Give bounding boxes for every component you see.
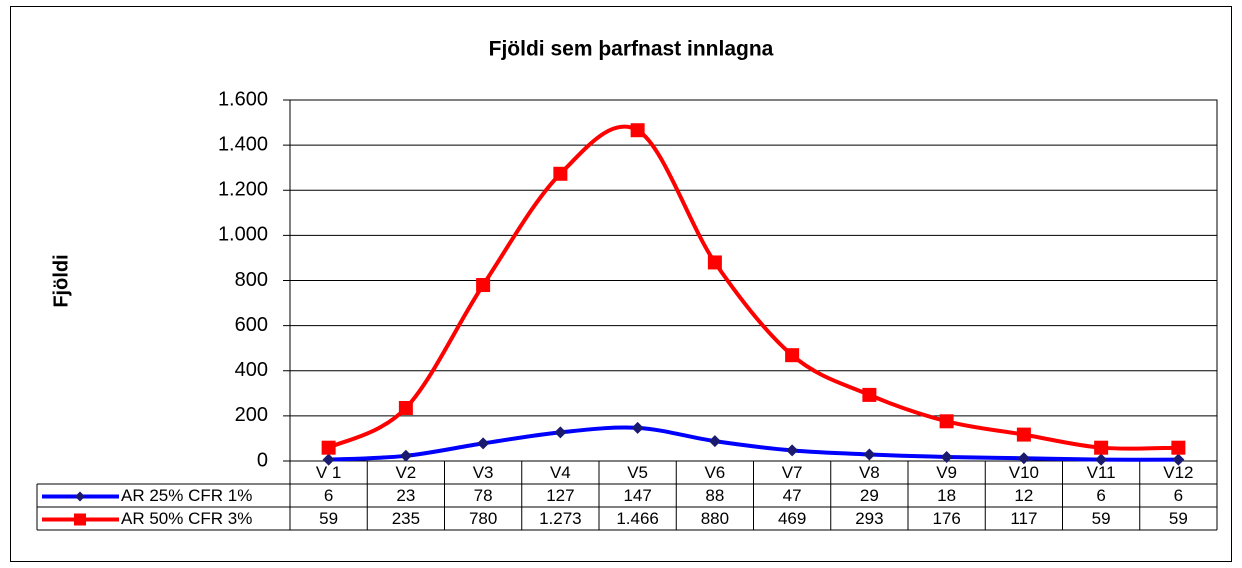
data-label: 88 <box>705 486 724 505</box>
data-label: 18 <box>937 486 956 505</box>
data-label: 47 <box>783 486 802 505</box>
data-point <box>1171 440 1186 455</box>
x-tick-label: V7 <box>782 463 803 482</box>
x-tick-label: V12 <box>1163 463 1193 482</box>
data-label: 117 <box>1010 509 1037 528</box>
y-tick-label: 400 <box>235 359 268 381</box>
data-label: 6 <box>1174 486 1183 505</box>
chart-border <box>10 6 1232 562</box>
y-tick-label: 600 <box>235 314 268 336</box>
data-point <box>1017 452 1030 465</box>
data-point <box>1016 427 1031 442</box>
data-label: 880 <box>701 509 729 528</box>
data-label: 293 <box>855 509 883 528</box>
data-point <box>939 414 954 429</box>
data-label: 147 <box>623 486 651 505</box>
data-point <box>553 166 568 181</box>
data-label: 780 <box>469 509 497 528</box>
data-point <box>1172 453 1185 466</box>
data-point <box>707 255 722 270</box>
x-tick-label: V4 <box>550 463 571 482</box>
data-point <box>554 426 567 439</box>
data-label: 12 <box>1014 486 1033 505</box>
data-point <box>786 444 799 457</box>
data-label: 127 <box>546 486 574 505</box>
data-point <box>477 437 490 450</box>
series-line <box>328 425 1179 462</box>
data-point <box>785 348 800 363</box>
data-label: 59 <box>1169 509 1188 528</box>
y-tick-label: 1.200 <box>218 179 268 201</box>
data-point <box>322 453 335 466</box>
y-axis-label: Fjöldi <box>50 254 72 307</box>
legend-marker <box>75 491 85 502</box>
data-point <box>476 278 491 293</box>
data-point <box>399 449 412 462</box>
y-tick-label: 1.000 <box>218 224 268 246</box>
data-label: 1.273 <box>539 509 582 528</box>
x-tick-label: V8 <box>859 463 880 482</box>
data-point <box>940 450 953 463</box>
data-point <box>630 123 645 138</box>
data-label: 176 <box>932 509 960 528</box>
data-point <box>321 440 336 455</box>
data-point <box>398 400 413 415</box>
data-label: 59 <box>1092 509 1111 528</box>
x-tick-label: V2 <box>395 463 416 482</box>
data-point <box>1095 453 1108 466</box>
chart-title: Fjöldi sem þarfnast innlagna <box>489 38 774 61</box>
y-tick-label: 1.400 <box>218 133 268 155</box>
data-label: 1.466 <box>616 509 659 528</box>
y-tick-label: 0 <box>257 449 268 471</box>
data-label: 235 <box>392 509 420 528</box>
x-tick-label: V5 <box>627 463 648 482</box>
data-label: 23 <box>396 486 415 505</box>
data-point <box>631 421 644 434</box>
x-tick-label: V6 <box>704 463 725 482</box>
data-point <box>1094 440 1109 455</box>
y-tick-label: 200 <box>235 404 268 426</box>
data-label: 59 <box>319 509 338 528</box>
y-tick-label: 800 <box>235 269 268 291</box>
x-tick-label: V 1 <box>316 463 342 482</box>
data-point <box>863 448 876 461</box>
x-tick-label: V3 <box>473 463 494 482</box>
data-label: 78 <box>474 486 493 505</box>
data-label: 6 <box>324 486 333 505</box>
legend-marker <box>74 513 86 526</box>
data-label: 29 <box>860 486 879 505</box>
data-label: 6 <box>1096 486 1105 505</box>
legend-label: AR 25% CFR 1% <box>121 486 252 505</box>
data-point <box>708 435 721 448</box>
x-tick-label: V11 <box>1087 463 1116 482</box>
data-label: 469 <box>778 509 806 528</box>
x-tick-label: V10 <box>1009 463 1039 482</box>
x-tick-label: V9 <box>936 463 957 482</box>
y-tick-label: 1.600 <box>218 88 268 110</box>
data-point <box>862 387 877 402</box>
legend-label: AR 50% CFR 3% <box>121 509 252 528</box>
